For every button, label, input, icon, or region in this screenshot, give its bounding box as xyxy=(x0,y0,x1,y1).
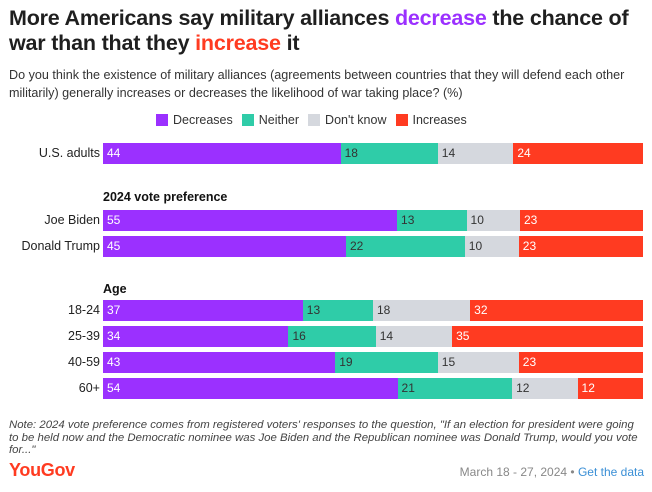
bar-segment-neither: 22 xyxy=(346,236,465,257)
bar-segment-decreases: 54 xyxy=(103,378,398,399)
bar-segment-decreases: 34 xyxy=(103,326,289,347)
legend-label-increases: Increases xyxy=(412,113,467,127)
chart-subtitle: Do you think the existence of military a… xyxy=(9,68,625,100)
bar-row-donald-trump: 45 22 10 23 xyxy=(103,236,643,257)
bar-row-60: 54 21 12 12 xyxy=(103,378,643,399)
bar-segment-neither: 13 xyxy=(302,300,373,321)
legend-swatch-don-t-know xyxy=(308,114,321,126)
legend-swatch-neither xyxy=(241,114,254,126)
bar-segment-don-t-know: 10 xyxy=(464,236,519,257)
legend-swatch-increases xyxy=(395,114,408,126)
legend-swatch-decreases xyxy=(156,114,168,126)
bar-segment-decreases: 55 xyxy=(103,210,398,231)
row-label-joe-biden: Joe Biden xyxy=(44,213,100,227)
row-label-60: 60+ xyxy=(78,381,100,395)
bar-segment-increases: 23 xyxy=(520,210,643,231)
bar-segment-neither: 16 xyxy=(288,326,376,347)
bar-row-40-59: 43 19 15 23 xyxy=(103,352,643,373)
bar-segment-decreases: 45 xyxy=(103,236,346,257)
chart-legend: Decreases Neither Don't know Increases xyxy=(156,112,476,128)
get-the-data-link[interactable]: Get the data xyxy=(577,465,644,479)
chart-note: Note: 2024 vote preference comes from re… xyxy=(9,419,638,456)
bar-segment-decreases: 37 xyxy=(103,300,303,321)
chart-title: More Americans say military alliances de… xyxy=(9,6,649,56)
legend-label-don-t-know: Don't know xyxy=(325,113,387,127)
title-part-2: the chance of war than that they xyxy=(9,6,629,55)
bar-segment-neither: 19 xyxy=(335,352,438,373)
row-label-u-s-adults: U.S. adults xyxy=(38,146,100,160)
bar-segment-decreases: 43 xyxy=(103,352,336,373)
bar-segment-don-t-know: 12 xyxy=(512,378,578,399)
row-label-18-24: 18-24 xyxy=(68,303,100,317)
bar-segment-neither: 18 xyxy=(340,143,438,164)
bar-segment-increases: 32 xyxy=(470,300,643,321)
bar-row-joe-biden: 55 13 10 23 xyxy=(103,210,643,231)
bar-segment-neither: 13 xyxy=(397,210,467,231)
bar-segment-decreases: 44 xyxy=(103,143,341,164)
bar-segment-neither: 21 xyxy=(397,378,513,399)
bar-segment-don-t-know: 14 xyxy=(375,326,453,347)
footer: March 18 - 27, 2024 • Get the data xyxy=(460,465,644,479)
bar-segment-increases: 23 xyxy=(518,236,643,257)
legend-label-decreases: Decreases xyxy=(173,113,233,127)
section-heading-2024-vote-preference: 2024 vote preference xyxy=(103,190,228,204)
bar-segment-don-t-know: 15 xyxy=(437,352,519,373)
bar-row-u-s-adults: 44 18 14 24 xyxy=(103,143,643,164)
bar-segment-increases: 12 xyxy=(577,378,643,399)
legend-item-decreases: Decreases xyxy=(156,113,233,127)
title-highlight-decrease: decrease xyxy=(394,6,487,30)
row-label-40-59: 40-59 xyxy=(68,355,100,369)
bar-segment-increases: 24 xyxy=(513,143,643,164)
legend-item-neither: Neither xyxy=(241,113,300,127)
section-heading-age: Age xyxy=(103,282,127,296)
title-part-1: More Americans say military alliances xyxy=(9,6,395,30)
footer-separator: • xyxy=(567,465,578,479)
legend-item-increases: Increases xyxy=(395,113,467,127)
bar-row-25-39: 34 16 14 35 xyxy=(103,326,643,347)
row-label-25-39: 25-39 xyxy=(68,329,100,343)
row-label-donald-trump: Donald Trump xyxy=(21,239,100,253)
yougov-logo: YouGov xyxy=(9,460,75,480)
title-part-3: it xyxy=(280,31,300,55)
bar-row-18-24: 37 13 18 32 xyxy=(103,300,643,321)
survey-date: March 18 - 27, 2024 xyxy=(459,465,568,479)
title-highlight-increase: increase xyxy=(195,31,281,55)
bar-segment-don-t-know: 18 xyxy=(372,300,471,321)
legend-label-neither: Neither xyxy=(258,113,300,127)
legend-item-don-t-know: Don't know xyxy=(308,113,387,127)
bar-segment-don-t-know: 10 xyxy=(466,210,520,231)
bar-segment-increases: 23 xyxy=(518,352,643,373)
bar-segment-increases: 35 xyxy=(452,326,643,347)
bar-segment-don-t-know: 14 xyxy=(437,143,514,164)
